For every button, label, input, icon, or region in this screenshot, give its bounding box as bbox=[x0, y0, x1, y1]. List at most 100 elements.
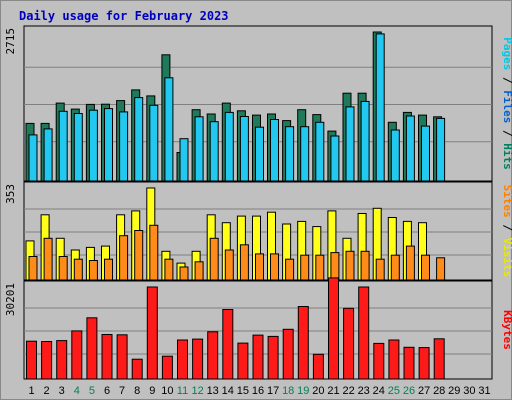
x-tick-label: 24 bbox=[373, 385, 385, 397]
x-tick-label: 5 bbox=[89, 385, 95, 397]
bar-sites-day-7 bbox=[119, 235, 129, 281]
x-tick-label: 11 bbox=[177, 385, 188, 397]
panel-legend: Pages / Files / Hits bbox=[501, 37, 512, 170]
bar-kbytes-day-20 bbox=[312, 353, 324, 380]
legend-entry: / bbox=[501, 218, 512, 238]
x-tick-label: 16 bbox=[252, 385, 264, 397]
bar-kbytes-day-17 bbox=[267, 335, 279, 380]
x-tick-label: 3 bbox=[59, 385, 65, 397]
x-tick-label: 19 bbox=[297, 385, 309, 397]
bar-sites-day-17 bbox=[270, 253, 279, 281]
bar-kbytes-day-28 bbox=[433, 338, 445, 380]
x-tick-label: 15 bbox=[237, 385, 249, 397]
bar-sites-day-6 bbox=[104, 258, 113, 281]
legend-entry: Sites bbox=[501, 185, 512, 218]
bar-pages-day-15 bbox=[239, 116, 249, 182]
bar-sites-day-21 bbox=[330, 252, 340, 281]
panel-max-label: 2715 bbox=[4, 28, 17, 55]
bar-kbytes-day-1 bbox=[26, 340, 37, 380]
bar-sites-day-2 bbox=[43, 237, 53, 281]
bar-pages-day-6 bbox=[104, 108, 113, 182]
bar-sites-day-18 bbox=[285, 258, 295, 281]
bar-kbytes-day-19 bbox=[297, 306, 309, 380]
bar-kbytes-day-24 bbox=[373, 342, 385, 380]
bar-pages-day-26 bbox=[405, 115, 415, 182]
bar-pages-day-14 bbox=[224, 111, 234, 182]
bar-pages-day-28 bbox=[436, 117, 446, 182]
bar-pages-day-25 bbox=[390, 129, 400, 182]
x-tick-label: 9 bbox=[149, 385, 155, 397]
legend-entry: / bbox=[501, 123, 512, 143]
bar-kbytes-day-18 bbox=[282, 328, 294, 380]
bar-kbytes-day-27 bbox=[418, 347, 430, 380]
legend-entry: Hits bbox=[501, 143, 512, 170]
bar-pages-day-9 bbox=[149, 104, 159, 182]
bar-kbytes-day-22 bbox=[343, 307, 355, 380]
x-tick-label: 26 bbox=[403, 385, 415, 397]
bar-pages-day-20 bbox=[315, 121, 325, 182]
bar-sites-day-1 bbox=[28, 256, 38, 281]
x-tick-label: 23 bbox=[358, 385, 370, 397]
bar-kbytes-day-10 bbox=[161, 355, 173, 380]
x-tick-label: 17 bbox=[267, 385, 279, 397]
bar-kbytes-day-25 bbox=[388, 339, 400, 380]
x-tick-label: 6 bbox=[104, 385, 110, 397]
x-tick-label: 8 bbox=[134, 385, 140, 397]
bar-pages-day-19 bbox=[300, 126, 310, 182]
bar-sites-day-10 bbox=[164, 258, 174, 281]
bar-pages-day-13 bbox=[209, 121, 219, 182]
bar-kbytes-day-11 bbox=[177, 339, 188, 380]
bar-pages-day-23 bbox=[360, 100, 370, 182]
bar-kbytes-day-9 bbox=[146, 286, 158, 380]
x-tick-label: 22 bbox=[342, 385, 354, 397]
bar-sites-day-13 bbox=[209, 237, 219, 281]
bar-kbytes-day-13 bbox=[207, 331, 219, 380]
panel-max-label: 30201 bbox=[4, 283, 17, 316]
x-tick-label: 14 bbox=[222, 385, 234, 397]
bar-pages-day-7 bbox=[119, 111, 129, 182]
panel-max-label: 353 bbox=[4, 184, 17, 204]
bar-kbytes-day-8 bbox=[131, 358, 143, 380]
bar-sites-day-25 bbox=[390, 254, 400, 281]
bar-kbytes-day-2 bbox=[41, 341, 53, 380]
bar-pages-day-5 bbox=[88, 109, 98, 182]
bar-sites-day-27 bbox=[421, 254, 430, 281]
x-tick-label: 7 bbox=[119, 385, 125, 397]
bar-pages-day-4 bbox=[73, 113, 83, 182]
legend-entry: Visits bbox=[501, 238, 512, 278]
bar-kbytes-day-3 bbox=[56, 340, 68, 380]
bar-sites-day-4 bbox=[73, 258, 83, 281]
x-tick-label: 21 bbox=[327, 385, 339, 397]
bar-kbytes-day-23 bbox=[358, 286, 370, 380]
bar-sites-day-16 bbox=[255, 253, 264, 281]
bar-pages-day-11 bbox=[179, 138, 189, 182]
x-tick-label: 4 bbox=[74, 385, 80, 397]
bar-sites-day-5 bbox=[88, 260, 98, 281]
legend-entry: / bbox=[501, 70, 512, 90]
bar-sites-day-24 bbox=[375, 258, 385, 281]
bar-sites-day-11 bbox=[179, 266, 189, 281]
bar-sites-day-26 bbox=[405, 245, 415, 281]
bar-pages-day-27 bbox=[421, 125, 430, 182]
x-tick-label: 18 bbox=[282, 385, 294, 397]
bar-kbytes-day-6 bbox=[101, 334, 113, 380]
bar-sites-day-23 bbox=[360, 250, 370, 281]
bar-kbytes-day-14 bbox=[222, 309, 234, 380]
x-tick-label: 30 bbox=[463, 385, 475, 397]
bar-pages-day-1 bbox=[28, 134, 38, 182]
bar-sites-day-22 bbox=[345, 250, 355, 281]
bar-pages-day-2 bbox=[43, 128, 53, 182]
bar-sites-day-12 bbox=[194, 261, 204, 281]
legend-entry: Files bbox=[501, 90, 512, 123]
legend-entry: KBytes bbox=[501, 310, 512, 350]
chart-title: Daily usage for February 2023 bbox=[19, 9, 229, 23]
bar-sites-day-14 bbox=[224, 249, 234, 281]
bar-pages-day-12 bbox=[194, 116, 204, 182]
bar-sites-day-15 bbox=[239, 244, 249, 281]
x-tick-label: 12 bbox=[191, 385, 203, 397]
x-tick-label: 13 bbox=[207, 385, 219, 397]
bar-sites-day-8 bbox=[134, 230, 144, 281]
bar-pages-day-21 bbox=[330, 135, 340, 182]
